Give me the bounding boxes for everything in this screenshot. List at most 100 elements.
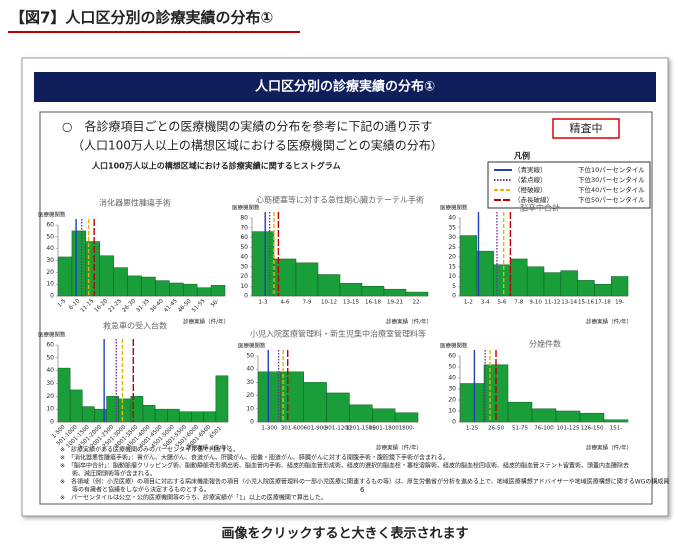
chart-title: 救急車の受入台数: [103, 321, 167, 331]
bar: [82, 406, 95, 423]
x-axis-label: 診療実績（件/年）: [186, 444, 232, 452]
y-tick-label: 40: [448, 215, 456, 222]
y-tick-label: 30: [246, 379, 254, 386]
note: ※ 「消化器悪性腫瘍手術」：胃がん、大腸がん、食道がん、肝臓がん、胆嚢・胆道がん…: [60, 454, 449, 462]
legend-name: （赤長破線）: [514, 195, 553, 204]
y-tick-label: 30: [448, 386, 456, 393]
legend-label: 下位40パーセンタイル: [578, 185, 645, 194]
bar: [69, 389, 83, 423]
note: ※ 「脳卒中合計」：脳動脈瘤クリッピング術、脳動静脈奇形摘出術、脳血管内手術、経…: [60, 462, 629, 470]
x-tick-label: 4-6: [281, 300, 290, 306]
x-tick-label: 7-8: [514, 300, 523, 306]
bullet: ○ 各診療項目ごとの医療機関の実績の分布を参考に下記の通り示す: [62, 119, 432, 134]
y-tick-label: 40: [46, 245, 54, 252]
x-tick-label: 101-125: [557, 426, 580, 432]
x-tick-label: 17-18: [595, 300, 611, 306]
x-tick-label: 1-5: [57, 298, 68, 309]
x-tick-label: 56-: [210, 298, 221, 309]
bar: [560, 270, 578, 297]
bar: [579, 412, 605, 423]
legend-name: （橙破線）: [514, 185, 547, 194]
note: ※ パーセンタイルは公立・公的医療機関等のうち、診療実績が「1」以上の医療機関で…: [60, 494, 327, 502]
bar: [196, 287, 212, 297]
y-tick-label: 10: [46, 406, 54, 413]
legend-label: 下位50パーセンタイル: [578, 195, 645, 204]
chart-title: 小児入院医療管理料・新生児集中治療室管理料等: [250, 329, 426, 339]
y-tick-label: 0: [244, 293, 248, 300]
x-tick-label: 15-16: [578, 300, 594, 306]
y-axis-label: 医療機関数: [38, 211, 66, 219]
bar: [603, 419, 629, 423]
note: ※ 各領域（例：小児医療）の項目に対応する病床機能報告の項目（小児入院医療管理料…: [60, 478, 669, 486]
bar: [203, 411, 217, 423]
bar: [251, 231, 275, 297]
bar: [154, 408, 168, 423]
page-number: 6: [360, 486, 365, 494]
y-tick-label: 60: [46, 222, 54, 229]
x-tick-label: 1-25: [466, 426, 479, 432]
content-box: [39, 111, 653, 505]
y-tick-label: 50: [240, 244, 248, 251]
legend-box: [487, 161, 651, 209]
bar: [383, 288, 407, 297]
bar: [476, 250, 494, 297]
y-tick-label: 10: [448, 408, 456, 415]
bar: [257, 371, 282, 423]
bar: [459, 235, 478, 297]
chart-title: 分娩件数: [529, 339, 561, 349]
x-tick-label: 19-21: [387, 300, 403, 306]
note: 術、減圧開頭術等が含まれる。: [60, 470, 156, 478]
bar: [71, 230, 87, 297]
x-tick-label: 10-12: [321, 300, 337, 306]
y-tick-label: 60: [46, 342, 54, 349]
y-axis-label: 医療機関数: [232, 204, 260, 212]
y-tick-label: 50: [448, 364, 456, 371]
x-tick-label: 16-18: [365, 300, 381, 306]
status: 精査中: [570, 121, 603, 135]
bar: [273, 258, 297, 297]
bar: [317, 274, 341, 297]
y-tick-label: 80: [240, 215, 248, 222]
legend-name: （紫点線）: [514, 175, 547, 184]
x-tick-label: 19-: [615, 300, 624, 306]
y-tick-label: 50: [246, 353, 254, 360]
y-tick-label: 50: [46, 354, 54, 361]
x-tick-label: 13-14: [561, 300, 577, 306]
bar: [339, 283, 363, 297]
bar: [303, 382, 327, 423]
x-tick-label: 9-10: [529, 300, 542, 306]
x-axis-label: 診療実績（件/年）: [386, 318, 432, 326]
y-tick-label: 20: [240, 273, 248, 280]
y-tick-label: 0: [250, 419, 254, 426]
y-tick-label: 30: [448, 234, 456, 241]
chart-title: 消化器悪性腫瘍手術: [99, 198, 171, 208]
x-axis-label: 診療実績（件/年）: [376, 444, 422, 452]
bar: [349, 404, 373, 423]
y-tick-label: 10: [448, 273, 456, 280]
y-tick-label: 10: [240, 283, 248, 290]
x-axis-label: 診療実績（件/年）: [183, 318, 229, 326]
x-tick-label: 3-4: [481, 300, 490, 306]
bar: [405, 291, 429, 297]
x-tick-label: 1-3: [259, 300, 268, 306]
histogram-title: 人口100万人以上の構想区域における診療実績に関するヒストグラム: [92, 161, 340, 171]
bar: [118, 398, 132, 423]
y-axis-label: 医療機関数: [238, 342, 266, 350]
y-tick-label: 50: [46, 233, 54, 240]
x-tick-label: 26-50: [488, 426, 504, 432]
caption[interactable]: 画像をクリックすると大きく表示されます: [221, 526, 468, 542]
x-axis-label: 診療実績（件/年）: [586, 318, 632, 326]
y-tick-label: 20: [46, 393, 54, 400]
y-tick-label: 0: [50, 293, 54, 300]
y-tick-label: 40: [240, 254, 248, 261]
y-tick-label: 0: [452, 293, 456, 300]
note: 等の有識者と協議をしながら決定するものとする。: [60, 486, 210, 494]
bar: [594, 284, 612, 297]
y-tick-label: 30: [46, 257, 54, 264]
x-tick-label: 1-2: [464, 300, 473, 306]
y-tick-label: 20: [46, 269, 54, 276]
x-tick-label: 22-: [413, 300, 422, 306]
y-tick-label: 10: [246, 405, 254, 412]
bar: [99, 255, 114, 297]
